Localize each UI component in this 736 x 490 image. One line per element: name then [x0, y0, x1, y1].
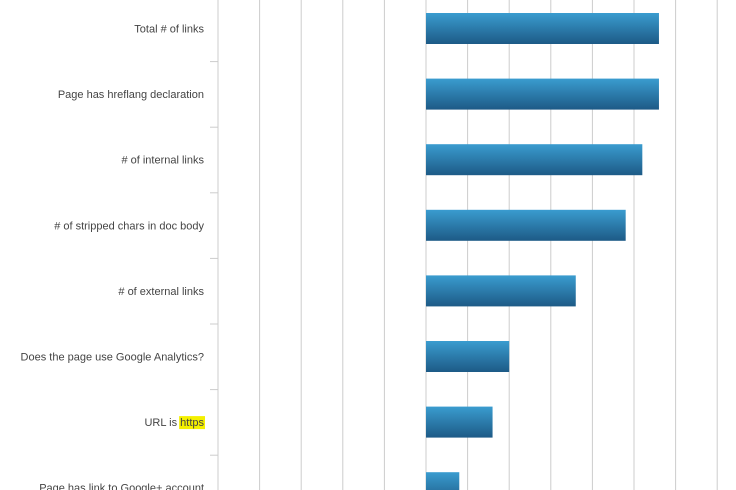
category-label: Page has hreflang declaration [58, 89, 204, 101]
category-label: # of internal links [121, 155, 204, 167]
y-axis [210, 61, 218, 456]
category-label: Does the page use Google Analytics? [21, 352, 204, 364]
bar [426, 341, 510, 372]
bar [426, 472, 460, 490]
bar [426, 78, 659, 110]
category-labels: Total # of links Page has hreflang declar… [21, 24, 205, 490]
highlight-box [179, 416, 205, 430]
bar [426, 13, 659, 44]
category-label: Total # of links [134, 24, 204, 36]
bar [426, 209, 626, 241]
category-label: # of stripped chars in doc body [54, 220, 204, 232]
bar [426, 406, 493, 438]
category-label: # of external links [118, 286, 204, 298]
bar [426, 275, 576, 307]
bars [426, 13, 659, 490]
category-label: Page has link to Google+ account [39, 483, 204, 490]
category-label: URL is https [144, 417, 204, 429]
bar [426, 144, 643, 176]
